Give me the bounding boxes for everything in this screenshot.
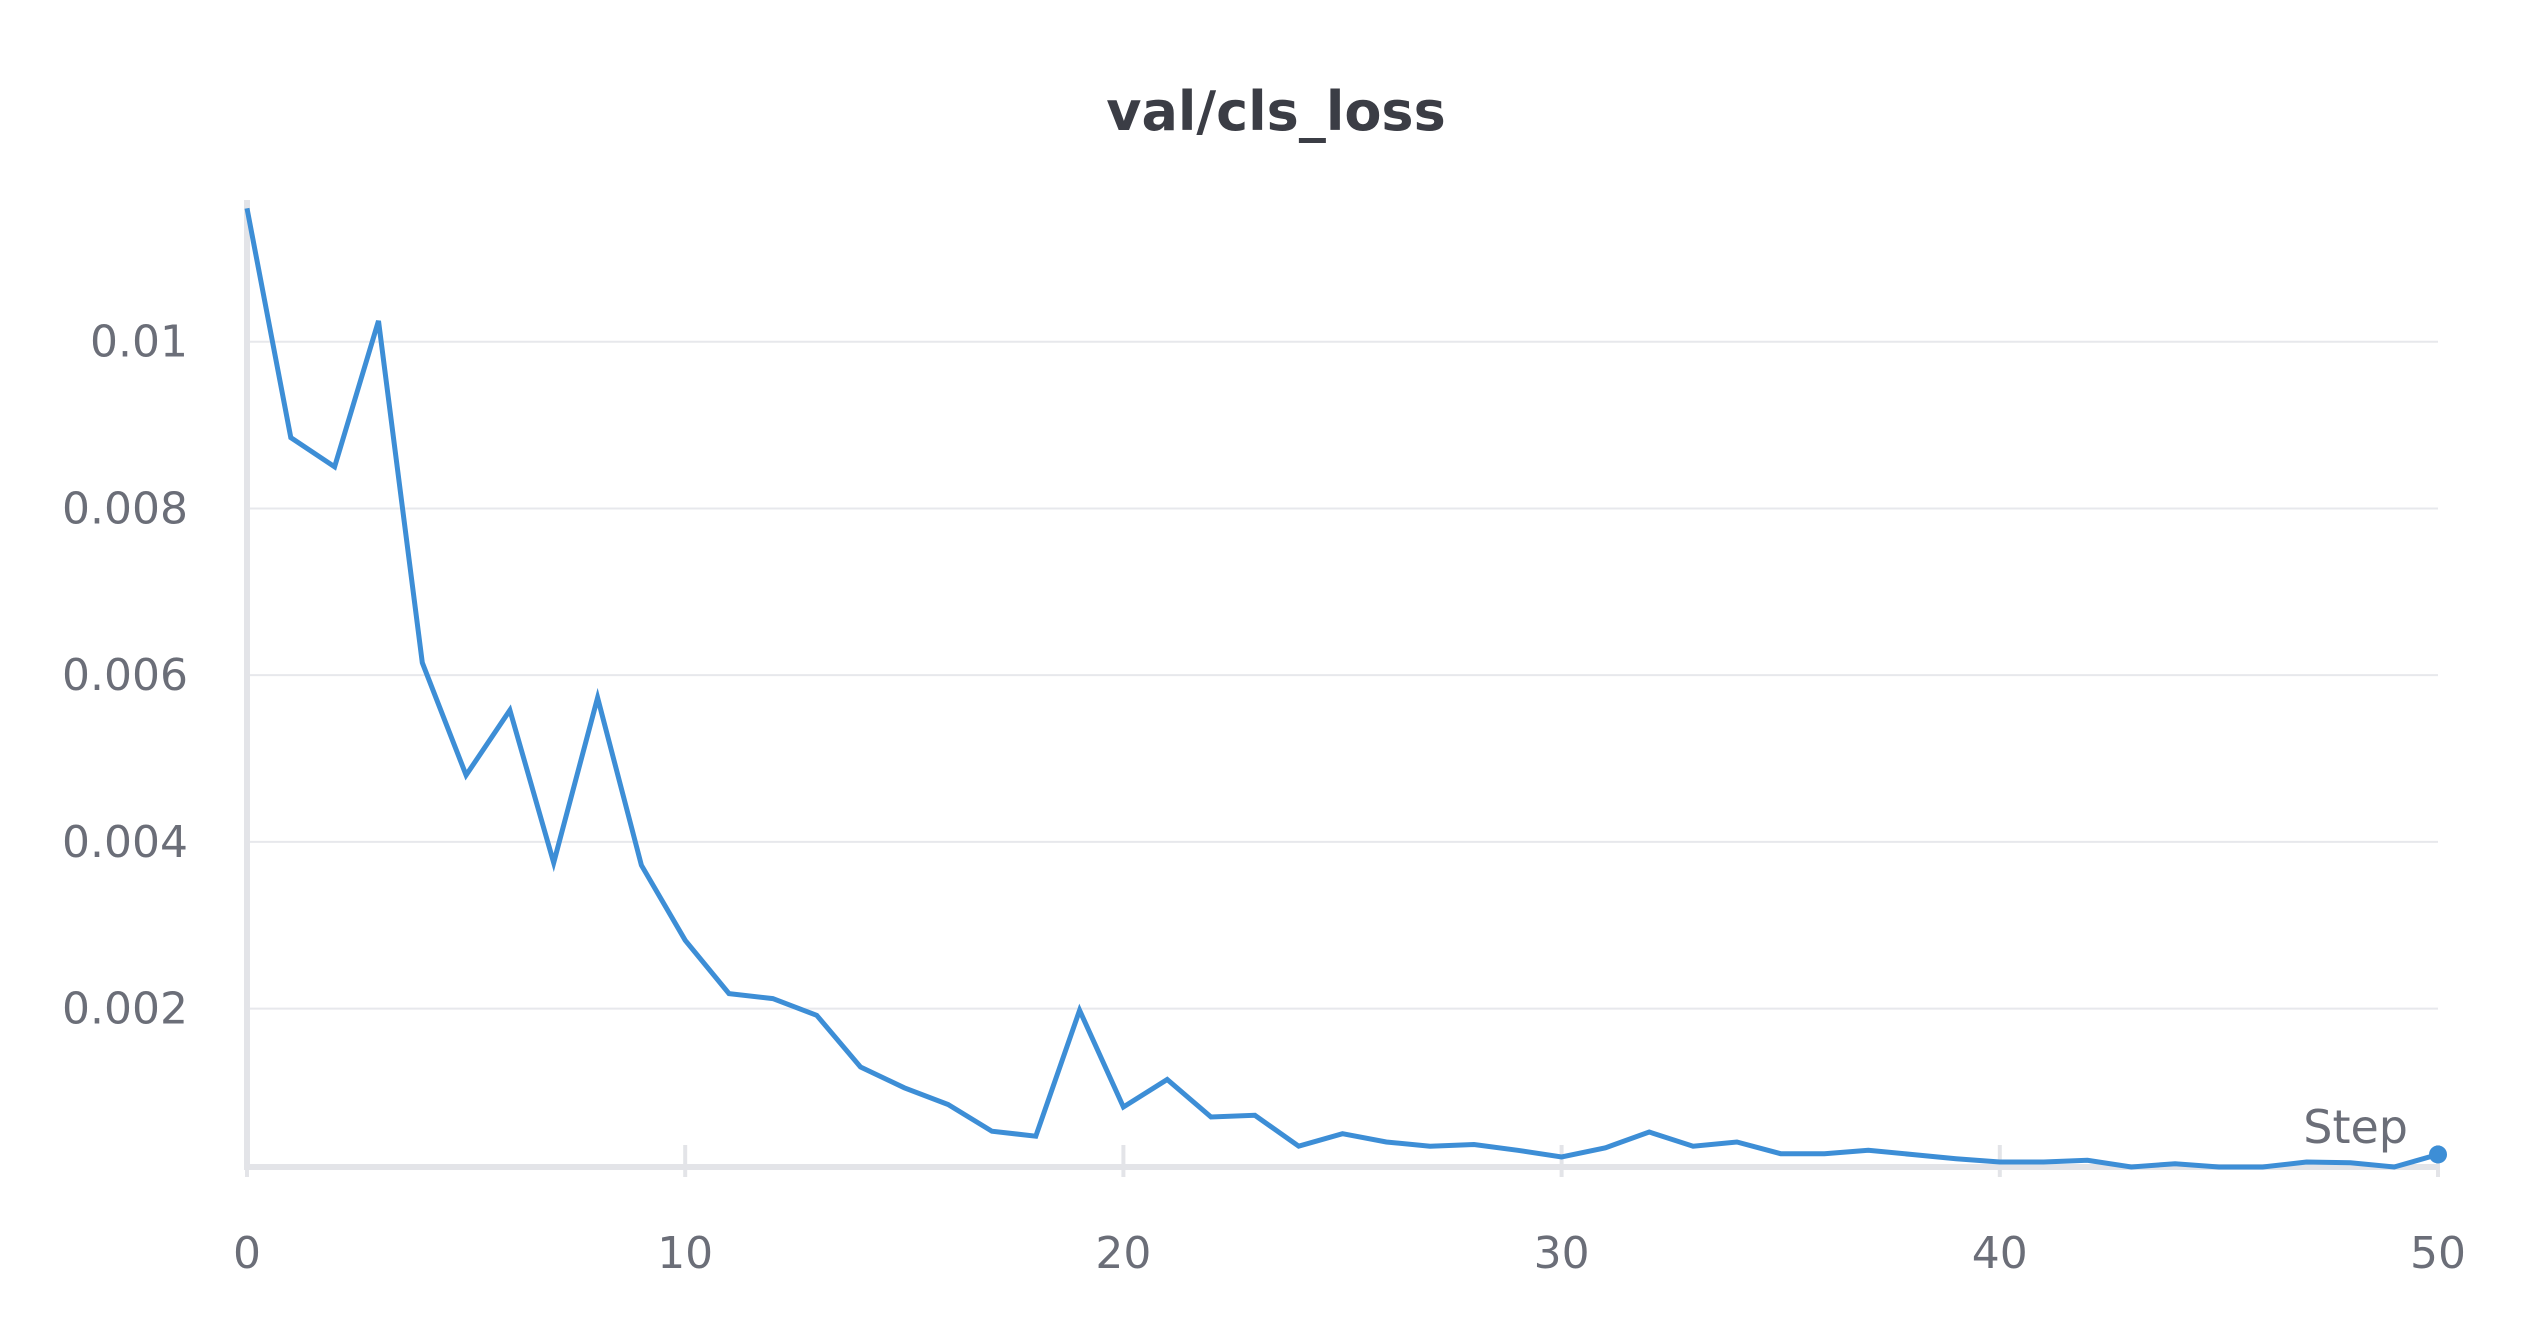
x-tick-label: 0 bbox=[233, 1228, 261, 1279]
series-layer bbox=[244, 207, 2447, 1170]
x-tick-label: 40 bbox=[1972, 1228, 2028, 1279]
axis-ticks: 0.002 0.004 0.006 0.008 0.01 0 10 20 30 40 50 bbox=[62, 317, 2466, 1279]
series-end-point[interactable] bbox=[2429, 1145, 2447, 1164]
y-tick-label: 0.01 bbox=[90, 317, 188, 368]
y-tick-label: 0.004 bbox=[62, 817, 188, 868]
y-tick-label: 0.008 bbox=[62, 483, 188, 534]
x-tick-label: 20 bbox=[1095, 1228, 1151, 1279]
grid-lines bbox=[247, 340, 2438, 1010]
x-tick-label: 10 bbox=[657, 1228, 713, 1279]
x-tick-label: 30 bbox=[1534, 1228, 1590, 1279]
y-tick-label: 0.006 bbox=[62, 650, 188, 701]
y-tick-label: 0.002 bbox=[62, 984, 188, 1035]
x-tick-label: 50 bbox=[2410, 1228, 2466, 1279]
chart-title: val/cls_loss bbox=[1106, 80, 1445, 143]
x-axis-label: Step bbox=[2303, 1100, 2408, 1154]
series-line bbox=[244, 207, 2439, 1170]
axes bbox=[244, 200, 2438, 1170]
